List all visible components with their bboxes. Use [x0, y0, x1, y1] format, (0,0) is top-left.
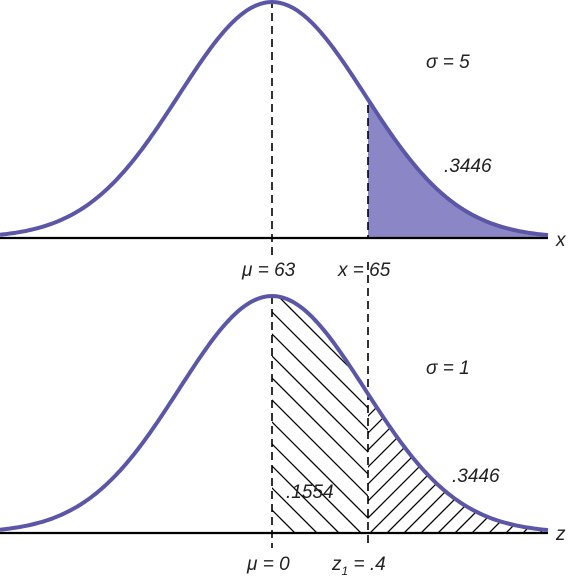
- hatch-line: [486, 393, 548, 533]
- hatch-line: [418, 393, 548, 533]
- hatch-line: [452, 393, 548, 533]
- hatch-line: [359, 296, 368, 533]
- z1-label-value: = .4: [348, 554, 386, 575]
- hatch-line: [272, 296, 342, 533]
- bottom-mean-label: μ = 0: [246, 554, 290, 575]
- top-area-label: .3446: [444, 156, 492, 177]
- hatch-line: [368, 393, 393, 533]
- hatch-line: [368, 393, 478, 533]
- hatch-line: [469, 393, 548, 533]
- top-panel: σ = 5 .3446 x μ = 63 x = 65: [0, 0, 567, 281]
- top-normal-curve: [0, 0, 549, 238]
- hatch-line: [272, 296, 368, 533]
- hatch-line: [272, 296, 368, 533]
- bottom-panel: σ = 1 .3446 .1554 z μ = 0 z1 = .4: [0, 262, 569, 578]
- hatch-line: [368, 393, 548, 533]
- hatch-line: [368, 393, 495, 533]
- hatch-line: [401, 393, 548, 533]
- hatch-line: [272, 296, 368, 533]
- hatch-line: [368, 393, 376, 533]
- hatch-line: [368, 393, 548, 533]
- top-x-value-label: x = 65: [337, 260, 391, 281]
- z1-label-var: z: [331, 554, 342, 575]
- top-mean-label: μ = 63: [241, 260, 296, 281]
- hatch-line: [272, 296, 368, 533]
- bottom-sigma-label: σ = 1: [426, 358, 470, 379]
- hatch-line: [272, 296, 320, 533]
- hatch-line: [384, 393, 548, 533]
- hatch-line: [272, 296, 368, 533]
- bottom-z1-label: z1 = .4: [331, 554, 386, 578]
- hatch-line: [368, 393, 461, 533]
- hatch-line: [272, 296, 276, 533]
- hatch-line: [555, 290, 569, 535]
- z1-label-subscript: 1: [342, 564, 349, 578]
- tail-hatched-area: [368, 290, 569, 535]
- bottom-middle-area-label: .1554: [286, 482, 334, 503]
- top-axis-variable: x: [555, 230, 567, 251]
- hatch-line: [272, 296, 364, 533]
- bottom-axis-variable: z: [555, 524, 566, 545]
- hatch-line: [537, 393, 548, 533]
- top-sigma-label: σ = 5: [426, 52, 470, 73]
- bottom-tail-area-label: .3446: [452, 466, 500, 487]
- top-tail-shaded-area: [368, 99, 548, 238]
- hatch-line: [520, 393, 548, 533]
- hatch-line: [272, 296, 368, 533]
- bottom-normal-curve: [0, 293, 549, 533]
- hatch-line: [272, 296, 368, 533]
- hatch-line: [503, 393, 548, 533]
